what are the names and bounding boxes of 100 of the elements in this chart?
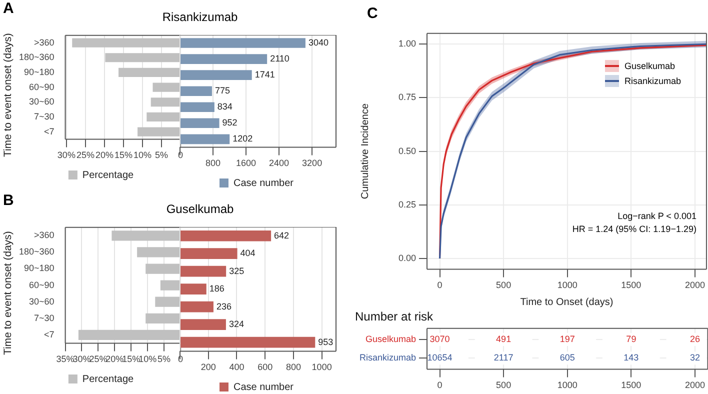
bar (180, 134, 230, 144)
x-tick-label: 1000 (557, 280, 578, 290)
x-tick-label: 10% (133, 150, 152, 160)
bar (146, 313, 180, 324)
y-tick-label: 90~180 (24, 263, 54, 274)
y-tick-label: 1.00 (398, 38, 416, 49)
legend-label: Risankizumab (624, 76, 681, 86)
bar (146, 112, 180, 122)
annotation: Log−rank P < 0.001 (616, 211, 696, 222)
x-tick-label: 15% (122, 354, 140, 364)
data-label: 2110 (270, 54, 290, 64)
bar (180, 302, 214, 313)
x-tick-label: 30% (72, 354, 91, 364)
y-tick-label: 30~60 (29, 96, 54, 107)
data-label: 1202 (233, 134, 254, 144)
y-tick-label: 30~60 (29, 296, 54, 306)
x-tick-label: 1000 (557, 380, 578, 390)
data-label: 2117 (494, 352, 514, 363)
legend-label: Case number (234, 178, 295, 190)
data-label: 197 (560, 334, 575, 344)
data-label: 186 (210, 284, 225, 294)
x-tick-label: 500 (496, 280, 512, 290)
legend-label: Percentage (82, 170, 134, 181)
x-tick-label: 30% (57, 150, 76, 160)
x-tick-label: 15% (114, 150, 132, 160)
data-label: 834 (218, 102, 233, 112)
legend-label: Percentage (82, 374, 134, 385)
x-tick-label: 2000 (684, 280, 706, 290)
x-tick-label: 600 (258, 362, 274, 372)
x-tick-label: 5% (154, 150, 168, 160)
x-tick-label: 2400 (270, 158, 290, 168)
y-axis-title: Time to event onset (days) (2, 230, 14, 357)
data-label: 26 (690, 334, 700, 344)
x-tick-label: 800 (206, 158, 222, 168)
data-label: 10654 (427, 352, 452, 363)
y-tick-label: Risankizumab (359, 352, 416, 363)
x-tick-label: 1500 (621, 380, 642, 390)
x-tick-label: 200 (201, 362, 216, 372)
data-label: 324 (229, 319, 244, 330)
y-tick-label: Guselkumab (365, 334, 416, 344)
y-tick-label: 0.50 (398, 146, 416, 156)
bar (180, 337, 316, 348)
text: B (3, 192, 14, 209)
x-tick-label: 0 (437, 380, 442, 390)
x-tick-label: 10% (138, 354, 157, 364)
text: A (3, 0, 14, 17)
chart-title: Number at risk (355, 310, 434, 324)
y-tick-label: 7~30 (34, 312, 54, 323)
x-tick-label: 0 (437, 280, 442, 290)
bar (180, 102, 215, 112)
bar (180, 320, 226, 330)
data-label: 3040 (308, 38, 329, 48)
chart-title: Risankizumab (161, 10, 239, 24)
data-label: 79 (626, 334, 636, 344)
x-tick-label: 1500 (621, 280, 642, 290)
data-label: 3070 (430, 334, 450, 344)
data-label: 404 (240, 248, 256, 258)
data-label: 952 (222, 118, 238, 128)
x-tick-label: 500 (496, 380, 512, 390)
x-tick-label: 20% (106, 354, 124, 364)
y-tick-label: >360 (34, 230, 54, 240)
y-tick-label: 0.25 (398, 199, 416, 210)
bar (78, 330, 180, 340)
x-axis-title: Time to Onset (days) (520, 296, 614, 308)
text: C (367, 5, 378, 22)
data-label: 1741 (255, 70, 276, 80)
x-tick-label: 25% (89, 354, 108, 364)
data-label: 953 (318, 337, 334, 348)
y-tick-label: 0.75 (398, 92, 416, 102)
y-axis-title: Cumulative Incidence (360, 103, 371, 200)
chart-title: Guselkumab (165, 202, 235, 216)
x-tick-label: 35% (56, 354, 74, 364)
y-tick-label: 7~30 (34, 111, 54, 122)
legend-label: Case number (234, 382, 295, 394)
data-label: 775 (215, 86, 230, 96)
y-tick-label: 180~360 (18, 52, 54, 62)
data-label: 32 (690, 352, 700, 363)
y-tick-label: >360 (34, 37, 54, 48)
data-label: 236 (216, 302, 232, 312)
x-tick-label: 3200 (302, 158, 323, 168)
x-tick-label: 800 (286, 362, 302, 372)
x-tick-label: 25% (76, 150, 94, 160)
y-tick-label: <7 (44, 329, 54, 340)
y-tick-label: 60~90 (29, 280, 54, 290)
x-tick-label: 400 (230, 362, 245, 372)
y-tick-label: 60~90 (29, 82, 54, 92)
bar (180, 118, 220, 128)
y-tick-label: 180~360 (18, 246, 54, 257)
y-tick-label: 90~180 (24, 66, 54, 77)
data-label: 143 (624, 352, 639, 363)
data-label: 605 (560, 352, 575, 363)
y-tick-label: <7 (44, 126, 54, 136)
annotation: HR = 1.24 (95% CI: 1.19−1.29) (571, 224, 696, 234)
bar (138, 127, 180, 136)
data-label: 642 (274, 230, 290, 241)
x-tick-label: 2000 (684, 380, 706, 390)
x-tick-label: 1600 (236, 158, 257, 168)
x-tick-label: 5% (158, 354, 171, 364)
y-tick-label: 0.00 (398, 252, 416, 263)
data-label: 325 (230, 266, 245, 276)
